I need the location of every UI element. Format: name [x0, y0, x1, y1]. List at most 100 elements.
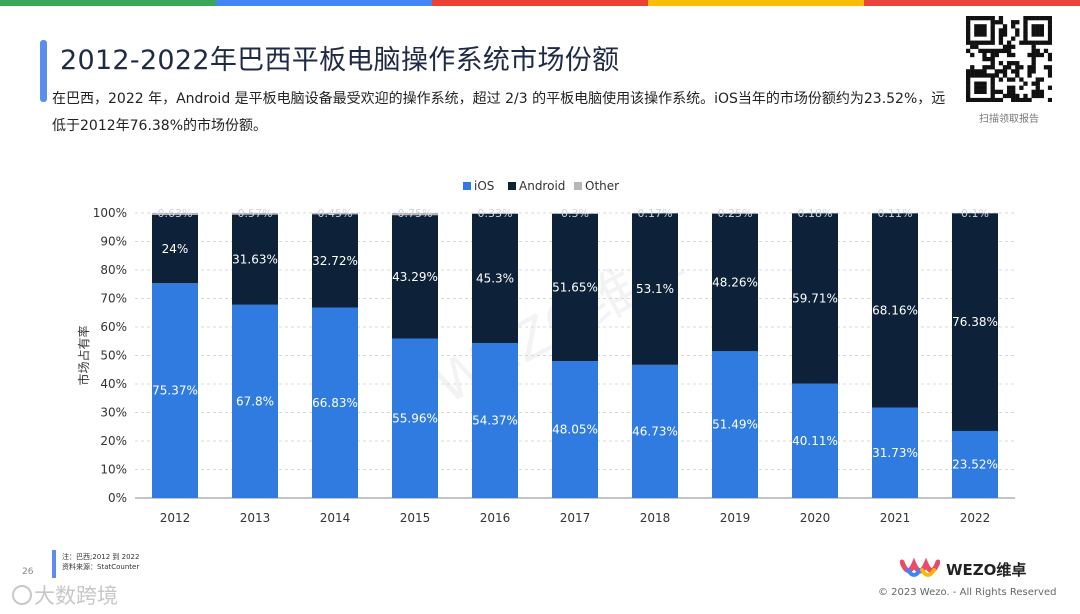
bar-other-2014	[312, 213, 358, 215]
x-tick-label-2020: 2020	[800, 511, 831, 525]
data-label-ios-2012: 75.37%	[152, 384, 198, 398]
data-label-ios-2014: 66.83%	[312, 396, 358, 410]
bar-android-2019	[712, 213, 758, 352]
bar-ios-2017	[552, 361, 598, 498]
data-label-other-2015: 0.75%	[398, 207, 433, 220]
watermark-circle-icon	[12, 585, 32, 605]
y-tick-label: 10%	[100, 463, 127, 477]
data-label-android-2013: 31.63%	[232, 253, 278, 267]
bar-other-2015	[392, 213, 438, 216]
bar-ios-2014	[312, 307, 358, 498]
data-label-ios-2016: 54.37%	[472, 414, 518, 428]
legend-swatch-ios	[463, 182, 471, 190]
top-bar-segment-4	[648, 0, 864, 6]
y-tick-label: 40%	[100, 377, 127, 391]
bar-ios-2015	[392, 338, 438, 498]
data-label-ios-2017: 48.05%	[552, 423, 598, 437]
wezo-logo-icon	[900, 558, 940, 577]
y-tick-label: 20%	[100, 434, 127, 448]
data-label-other-2014: 0.45%	[318, 207, 353, 220]
data-label-android-2019: 48.26%	[712, 275, 758, 289]
data-label-android-2018: 53.1%	[636, 282, 674, 296]
x-tick-label-2012: 2012	[160, 511, 191, 525]
data-label-android-2012: 24%	[162, 242, 189, 256]
top-bar-segment-3	[432, 0, 648, 6]
data-label-other-2020: 0.18%	[798, 207, 833, 220]
data-label-android-2022: 76.38%	[952, 315, 998, 329]
bar-ios-2018	[632, 364, 678, 498]
legend-label-android: Android	[519, 179, 565, 193]
y-tick-label: 30%	[100, 406, 127, 420]
qr-code-icon	[966, 16, 1052, 102]
bar-other-2019	[712, 213, 758, 214]
data-label-ios-2020: 40.11%	[792, 434, 838, 448]
page-title: 2012-2022年巴西平板电脑操作系统市场份额	[60, 45, 620, 76]
x-tick-label-2022: 2022	[960, 511, 991, 525]
x-tick-label-2021: 2021	[880, 511, 911, 525]
data-label-android-2014: 32.72%	[312, 254, 358, 268]
data-label-ios-2013: 67.8%	[236, 394, 274, 408]
bar-android-2012	[152, 214, 198, 284]
note-line-2: 资料来源：StatCounter	[62, 563, 140, 571]
qr-label: 扫描领取报告	[979, 114, 1039, 125]
legend-label-ios: iOS	[474, 179, 494, 193]
data-label-android-2015: 43.29%	[392, 270, 438, 284]
bar-other-2020	[792, 213, 838, 214]
y-tick-label: 100%	[93, 206, 127, 220]
data-label-android-2020: 59.71%	[792, 292, 838, 306]
stacked-bar-chart: iOS Android Other 0% 10% 20% 30% 40% 50% 60% 70% 80…	[76, 179, 1015, 525]
data-label-ios-2021: 31.73%	[872, 446, 918, 460]
bar-android-2018	[632, 213, 678, 365]
bar-ios-2020	[792, 383, 838, 498]
y-tick-label: 0%	[108, 491, 127, 505]
bar-other-2016	[472, 213, 518, 214]
top-bar-segment-2	[216, 0, 432, 6]
bar-other-2012	[152, 213, 198, 215]
note-accent-bar	[52, 550, 56, 578]
bar-android-2015	[392, 215, 438, 339]
x-tick-label-2015: 2015	[400, 511, 431, 525]
data-label-other-2016: 0.33%	[478, 207, 513, 220]
x-tick-label-2018: 2018	[640, 511, 671, 525]
data-label-ios-2022: 23.52%	[952, 457, 998, 471]
bar-android-2022	[952, 213, 998, 431]
data-label-other-2018: 0.17%	[638, 207, 673, 220]
y-tick-label: 50%	[100, 349, 127, 363]
top-bar-segment-5	[864, 0, 1080, 6]
top-bar-segment-1	[0, 0, 216, 6]
title-accent-bar	[40, 40, 47, 102]
bar-ios-2022	[952, 430, 998, 498]
logo-text: WEZO维卓	[946, 560, 1027, 579]
data-label-ios-2015: 55.96%	[392, 411, 438, 425]
bar-ios-2019	[712, 351, 758, 498]
watermark-bottom-left: 大数跨境	[12, 580, 118, 610]
data-label-other-2022: 0.1%	[961, 207, 989, 220]
data-label-ios-2018: 46.73%	[632, 424, 678, 438]
copyright: © 2023 Wezo. - All Rights Reserved	[878, 587, 1057, 598]
bar-android-2013	[232, 214, 278, 305]
wezo-logo: WEZO维卓	[900, 558, 1026, 580]
source-note: 注：巴西;2012 到 2022 资料来源：StatCounter	[62, 552, 139, 572]
bar-ios-2021	[872, 407, 918, 498]
bar-ios-2016	[472, 343, 518, 498]
bar-other-2017	[552, 213, 598, 214]
y-axis-label: 市场占有率	[76, 325, 91, 385]
data-label-other-2019: 0.25%	[718, 207, 753, 220]
y-tick-label: 90%	[100, 235, 127, 249]
bar-android-2014	[312, 214, 358, 308]
bar-android-2021	[872, 213, 918, 408]
bar-android-2020	[792, 213, 838, 384]
top-color-bar	[0, 0, 1080, 6]
data-label-other-2021: 0.11%	[878, 207, 913, 220]
legend-swatch-other	[574, 182, 582, 190]
watermark-text: 大数跨境	[34, 584, 118, 608]
y-tick-label: 60%	[100, 320, 127, 334]
bar-other-2013	[232, 213, 278, 215]
page-number: 26	[22, 567, 34, 577]
bar-ios-2012	[152, 283, 198, 498]
x-tick-label-2017: 2017	[560, 511, 591, 525]
y-tick-label: 70%	[100, 292, 127, 306]
x-tick-label-2016: 2016	[480, 511, 511, 525]
data-label-android-2016: 45.3%	[476, 271, 514, 285]
